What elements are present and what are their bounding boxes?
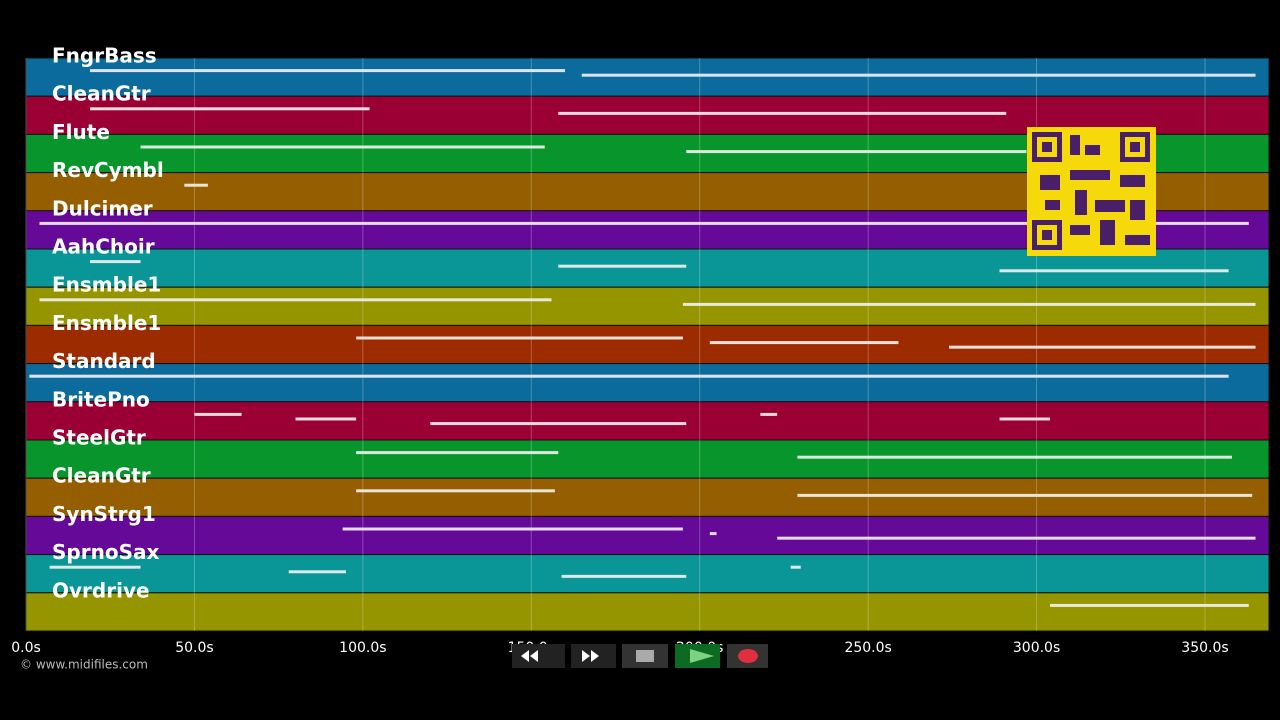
note-run bbox=[49, 565, 141, 569]
play-button[interactable] bbox=[675, 644, 720, 668]
note-run bbox=[797, 455, 1232, 459]
note-run bbox=[682, 302, 1256, 306]
record-button[interactable] bbox=[727, 644, 768, 668]
track-label: FngrBass bbox=[52, 44, 157, 68]
track-lane bbox=[25, 286, 1270, 326]
track-label: Dulcimer bbox=[52, 196, 153, 220]
track-lane bbox=[25, 592, 1270, 632]
note-run bbox=[90, 107, 370, 111]
note-run bbox=[777, 536, 1256, 540]
note-run bbox=[558, 111, 1007, 115]
note-run bbox=[29, 374, 1229, 378]
note-run bbox=[790, 565, 801, 569]
track-label: SteelGtr bbox=[52, 426, 146, 450]
track-label: BritePno bbox=[52, 387, 150, 411]
note-run bbox=[90, 69, 565, 73]
note-run bbox=[356, 489, 555, 493]
x-tick-label: 100.0s bbox=[339, 640, 386, 656]
note-run bbox=[288, 570, 347, 574]
track-label: SprnoSax bbox=[52, 540, 159, 564]
note-run bbox=[140, 145, 545, 149]
track-label: Standard bbox=[52, 349, 156, 373]
note-run bbox=[561, 574, 687, 578]
credit: © www.midifiles.com bbox=[20, 658, 148, 672]
note-run bbox=[709, 341, 899, 345]
track-lane bbox=[25, 324, 1270, 365]
track-lane bbox=[25, 57, 1270, 97]
note-run bbox=[356, 451, 559, 455]
track-lane bbox=[25, 363, 1270, 403]
track-label: Ensmble1 bbox=[52, 311, 161, 335]
track-lane bbox=[25, 401, 1270, 441]
note-run bbox=[39, 298, 552, 302]
note-run bbox=[999, 269, 1229, 273]
track-label: CleanGtr bbox=[52, 464, 151, 488]
track-lane bbox=[25, 439, 1270, 479]
x-tick-label: 0.0s bbox=[11, 640, 41, 656]
note-run bbox=[194, 412, 242, 416]
track-labels: FngrBass CleanGtr Flute RevCymbl Dulcimer Aah… bbox=[52, 44, 164, 603]
note-run bbox=[558, 264, 687, 268]
note-run bbox=[760, 412, 778, 416]
note-run bbox=[356, 336, 683, 340]
x-tick-label: 300.0s bbox=[1013, 640, 1060, 656]
forward-button[interactable] bbox=[571, 644, 616, 668]
note-run bbox=[39, 221, 1249, 225]
grid bbox=[25, 58, 1206, 631]
note-run bbox=[581, 73, 1256, 77]
note-run bbox=[999, 417, 1051, 421]
notes bbox=[29, 69, 1256, 607]
note-run bbox=[90, 260, 141, 264]
track-label: Ensmble1 bbox=[52, 273, 161, 297]
qr-code bbox=[1027, 127, 1156, 256]
x-tick-label: 250.0s bbox=[844, 640, 891, 656]
transport-controls bbox=[512, 644, 768, 668]
note-run bbox=[1050, 603, 1249, 607]
note-run bbox=[184, 183, 208, 187]
note-run bbox=[342, 527, 683, 531]
track-label: Ovrdrive bbox=[52, 578, 150, 602]
track-label: Flute bbox=[52, 120, 110, 144]
note-run bbox=[295, 417, 357, 421]
note-run bbox=[709, 532, 717, 536]
x-tick-label: 350.0s bbox=[1181, 640, 1228, 656]
note-run bbox=[948, 345, 1256, 349]
track-lane bbox=[25, 554, 1270, 594]
x-tick-label: 50.0s bbox=[175, 640, 213, 656]
note-run bbox=[430, 422, 687, 426]
track-label: RevCymbl bbox=[52, 158, 164, 182]
note-run bbox=[686, 150, 1027, 154]
track-lane bbox=[25, 477, 1270, 517]
track-lane bbox=[25, 515, 1270, 556]
stop-button[interactable] bbox=[622, 644, 668, 668]
track-label: CleanGtr bbox=[52, 82, 151, 106]
rewind-button[interactable] bbox=[512, 644, 565, 668]
track-label: SynStrg1 bbox=[52, 502, 156, 526]
track-label: AahChoir bbox=[52, 235, 155, 259]
note-run bbox=[797, 493, 1253, 497]
